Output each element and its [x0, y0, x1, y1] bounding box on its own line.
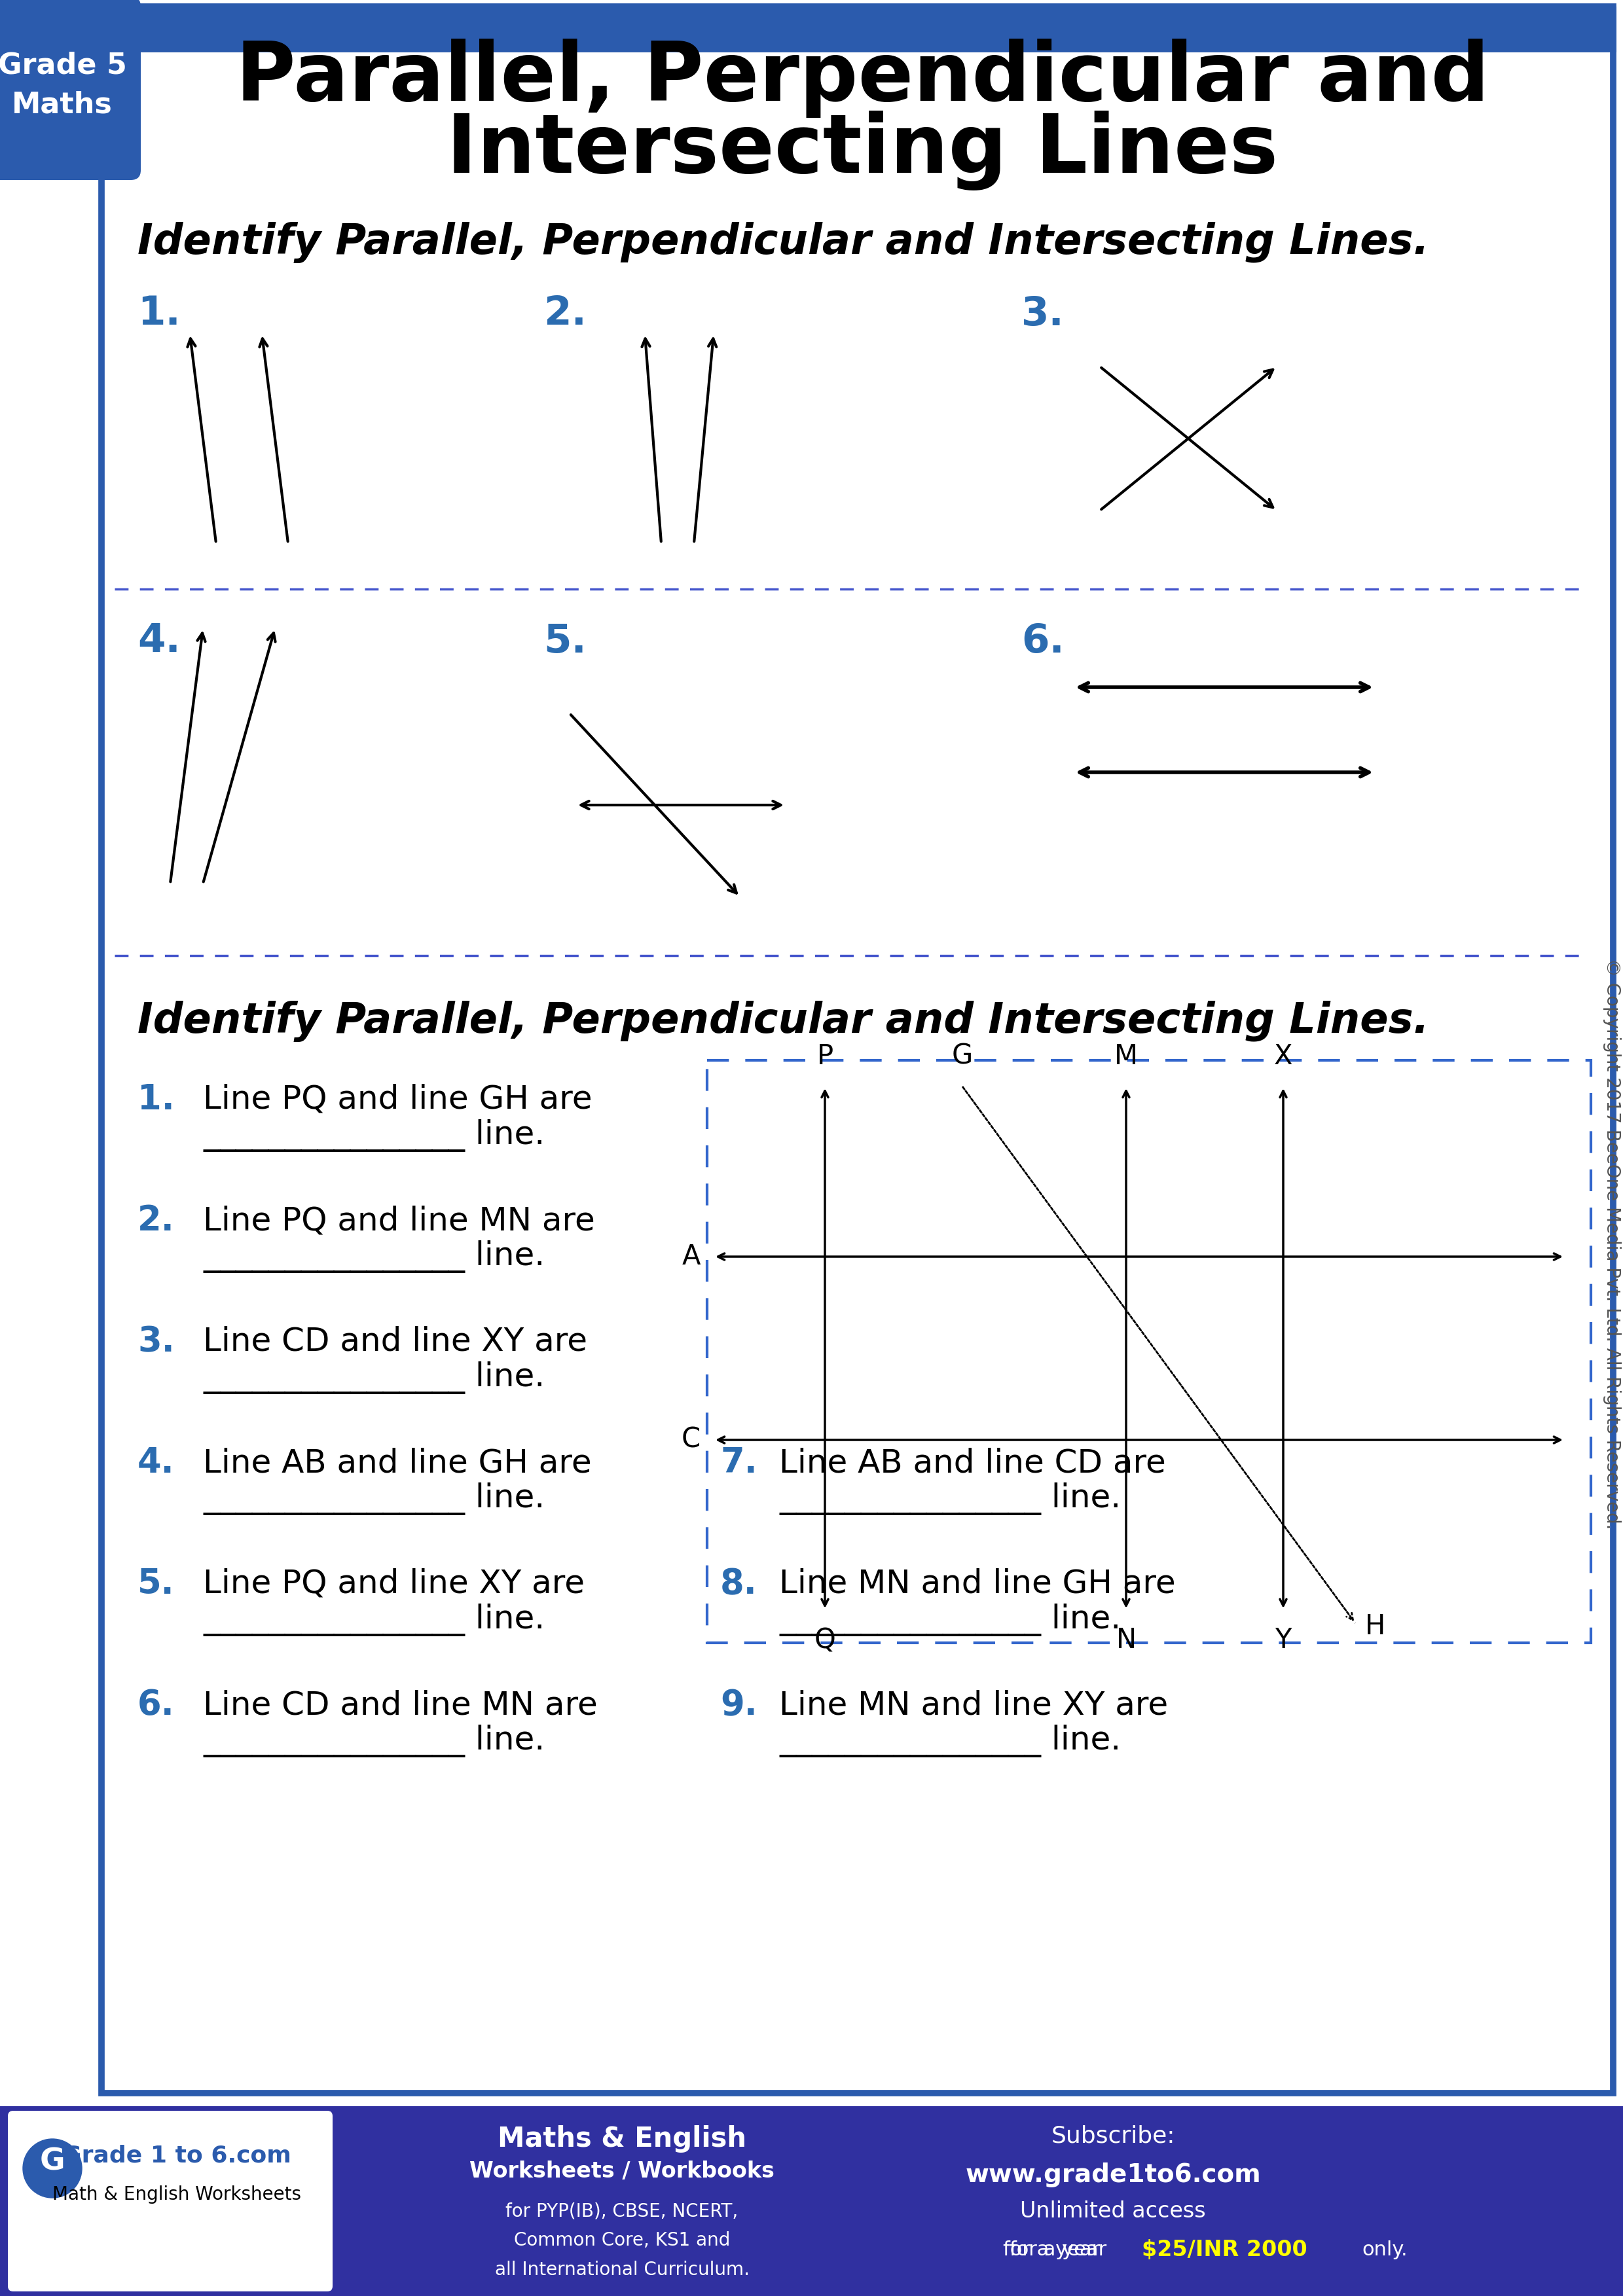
FancyBboxPatch shape	[102, 7, 1617, 11]
Text: Line PQ and line MN are: Line PQ and line MN are	[203, 1205, 596, 1235]
Text: ________________ line.: ________________ line.	[779, 1483, 1121, 1515]
Text: Line PQ and line GH are: Line PQ and line GH are	[203, 1084, 592, 1116]
Text: Line CD and line XY are: Line CD and line XY are	[203, 1327, 588, 1357]
Text: for PYP(IB), CBSE, NCERT,: for PYP(IB), CBSE, NCERT,	[506, 2202, 738, 2220]
Text: for a year: for a year	[1003, 2241, 1107, 2259]
Text: 1.: 1.	[138, 294, 180, 333]
Text: ________________ line.: ________________ line.	[203, 1603, 545, 1637]
Text: A: A	[682, 1242, 701, 1270]
Text: for a year: for a year	[1010, 2241, 1113, 2259]
Text: $25/INR 2000: $25/INR 2000	[1141, 2239, 1307, 2262]
Text: 2.: 2.	[544, 294, 586, 333]
Text: 4.: 4.	[138, 1446, 175, 1481]
Text: ________________ line.: ________________ line.	[203, 1724, 545, 1756]
Text: G: G	[951, 1042, 972, 1070]
Text: ________________ line.: ________________ line.	[203, 1118, 545, 1153]
Text: X: X	[1274, 1042, 1292, 1070]
Text: 7.: 7.	[721, 1446, 758, 1481]
Text: all International Curriculum.: all International Curriculum.	[495, 2262, 750, 2280]
FancyBboxPatch shape	[8, 2110, 333, 2291]
Text: Subscribe:: Subscribe:	[1052, 2124, 1175, 2147]
Text: Line CD and line MN are: Line CD and line MN are	[203, 1690, 597, 1720]
Text: Identify Parallel, Perpendicular and Intersecting Lines.: Identify Parallel, Perpendicular and Int…	[138, 220, 1430, 262]
Text: 9.: 9.	[721, 1688, 758, 1722]
Text: ________________ line.: ________________ line.	[779, 1603, 1121, 1637]
Text: 3.: 3.	[1021, 294, 1065, 333]
Text: Y: Y	[1276, 1626, 1292, 1653]
Text: © Copyright 2017 BeeOne Media Pvt. Ltd. All Rights Reserved.: © Copyright 2017 BeeOne Media Pvt. Ltd. …	[1602, 957, 1621, 1529]
Text: 3.: 3.	[138, 1325, 175, 1359]
Text: 1.: 1.	[138, 1081, 175, 1116]
Text: 8.: 8.	[721, 1566, 758, 1600]
Text: Line MN and line GH are: Line MN and line GH are	[779, 1568, 1175, 1600]
Text: Worksheets / Workbooks: Worksheets / Workbooks	[469, 2161, 774, 2183]
Text: ________________ line.: ________________ line.	[779, 1724, 1121, 1756]
Text: 4.: 4.	[138, 622, 180, 661]
Text: 5.: 5.	[544, 622, 586, 661]
Text: ________________ line.: ________________ line.	[203, 1362, 545, 1394]
Text: Grade 1 to 6.com: Grade 1 to 6.com	[62, 2144, 291, 2167]
Text: N: N	[1117, 1626, 1136, 1653]
Text: Parallel, Perpendicular and: Parallel, Perpendicular and	[235, 39, 1490, 117]
Text: P: P	[816, 1042, 833, 1070]
Circle shape	[23, 2140, 81, 2197]
Text: ________________ line.: ________________ line.	[203, 1240, 545, 1272]
Text: Common Core, KS1 and: Common Core, KS1 and	[514, 2232, 730, 2250]
Text: Line PQ and line XY are: Line PQ and line XY are	[203, 1568, 584, 1600]
Text: Identify Parallel, Perpendicular and Intersecting Lines.: Identify Parallel, Perpendicular and Int…	[138, 1001, 1430, 1042]
Text: Maths: Maths	[11, 90, 112, 119]
FancyBboxPatch shape	[102, 7, 1613, 2094]
Text: Q: Q	[815, 1626, 836, 1653]
Polygon shape	[102, 7, 1617, 53]
Text: Maths & English: Maths & English	[498, 2126, 747, 2154]
Text: C: C	[682, 1426, 701, 1453]
Text: Unlimited access: Unlimited access	[1021, 2200, 1206, 2223]
Text: 6.: 6.	[138, 1688, 175, 1722]
Text: ________________ line.: ________________ line.	[203, 1483, 545, 1515]
Text: Line AB and line GH are: Line AB and line GH are	[203, 1446, 592, 1479]
Text: 6.: 6.	[1021, 622, 1065, 661]
FancyBboxPatch shape	[0, 0, 141, 179]
Text: H: H	[1365, 1612, 1386, 1639]
Text: M: M	[1115, 1042, 1138, 1070]
Text: 5.: 5.	[138, 1566, 175, 1600]
Text: only.: only.	[1362, 2241, 1407, 2259]
Text: Line MN and line XY are: Line MN and line XY are	[779, 1690, 1169, 1720]
Text: www.grade1to6.com: www.grade1to6.com	[966, 2163, 1261, 2188]
Polygon shape	[0, 2105, 1623, 2296]
Text: 2.: 2.	[138, 1203, 175, 1238]
Text: Math & English Worksheets: Math & English Worksheets	[52, 2186, 302, 2204]
Text: G: G	[39, 2147, 65, 2177]
Text: Line AB and line CD are: Line AB and line CD are	[779, 1446, 1165, 1479]
Text: Grade 5: Grade 5	[0, 51, 127, 80]
Text: Intersecting Lines: Intersecting Lines	[446, 110, 1277, 191]
